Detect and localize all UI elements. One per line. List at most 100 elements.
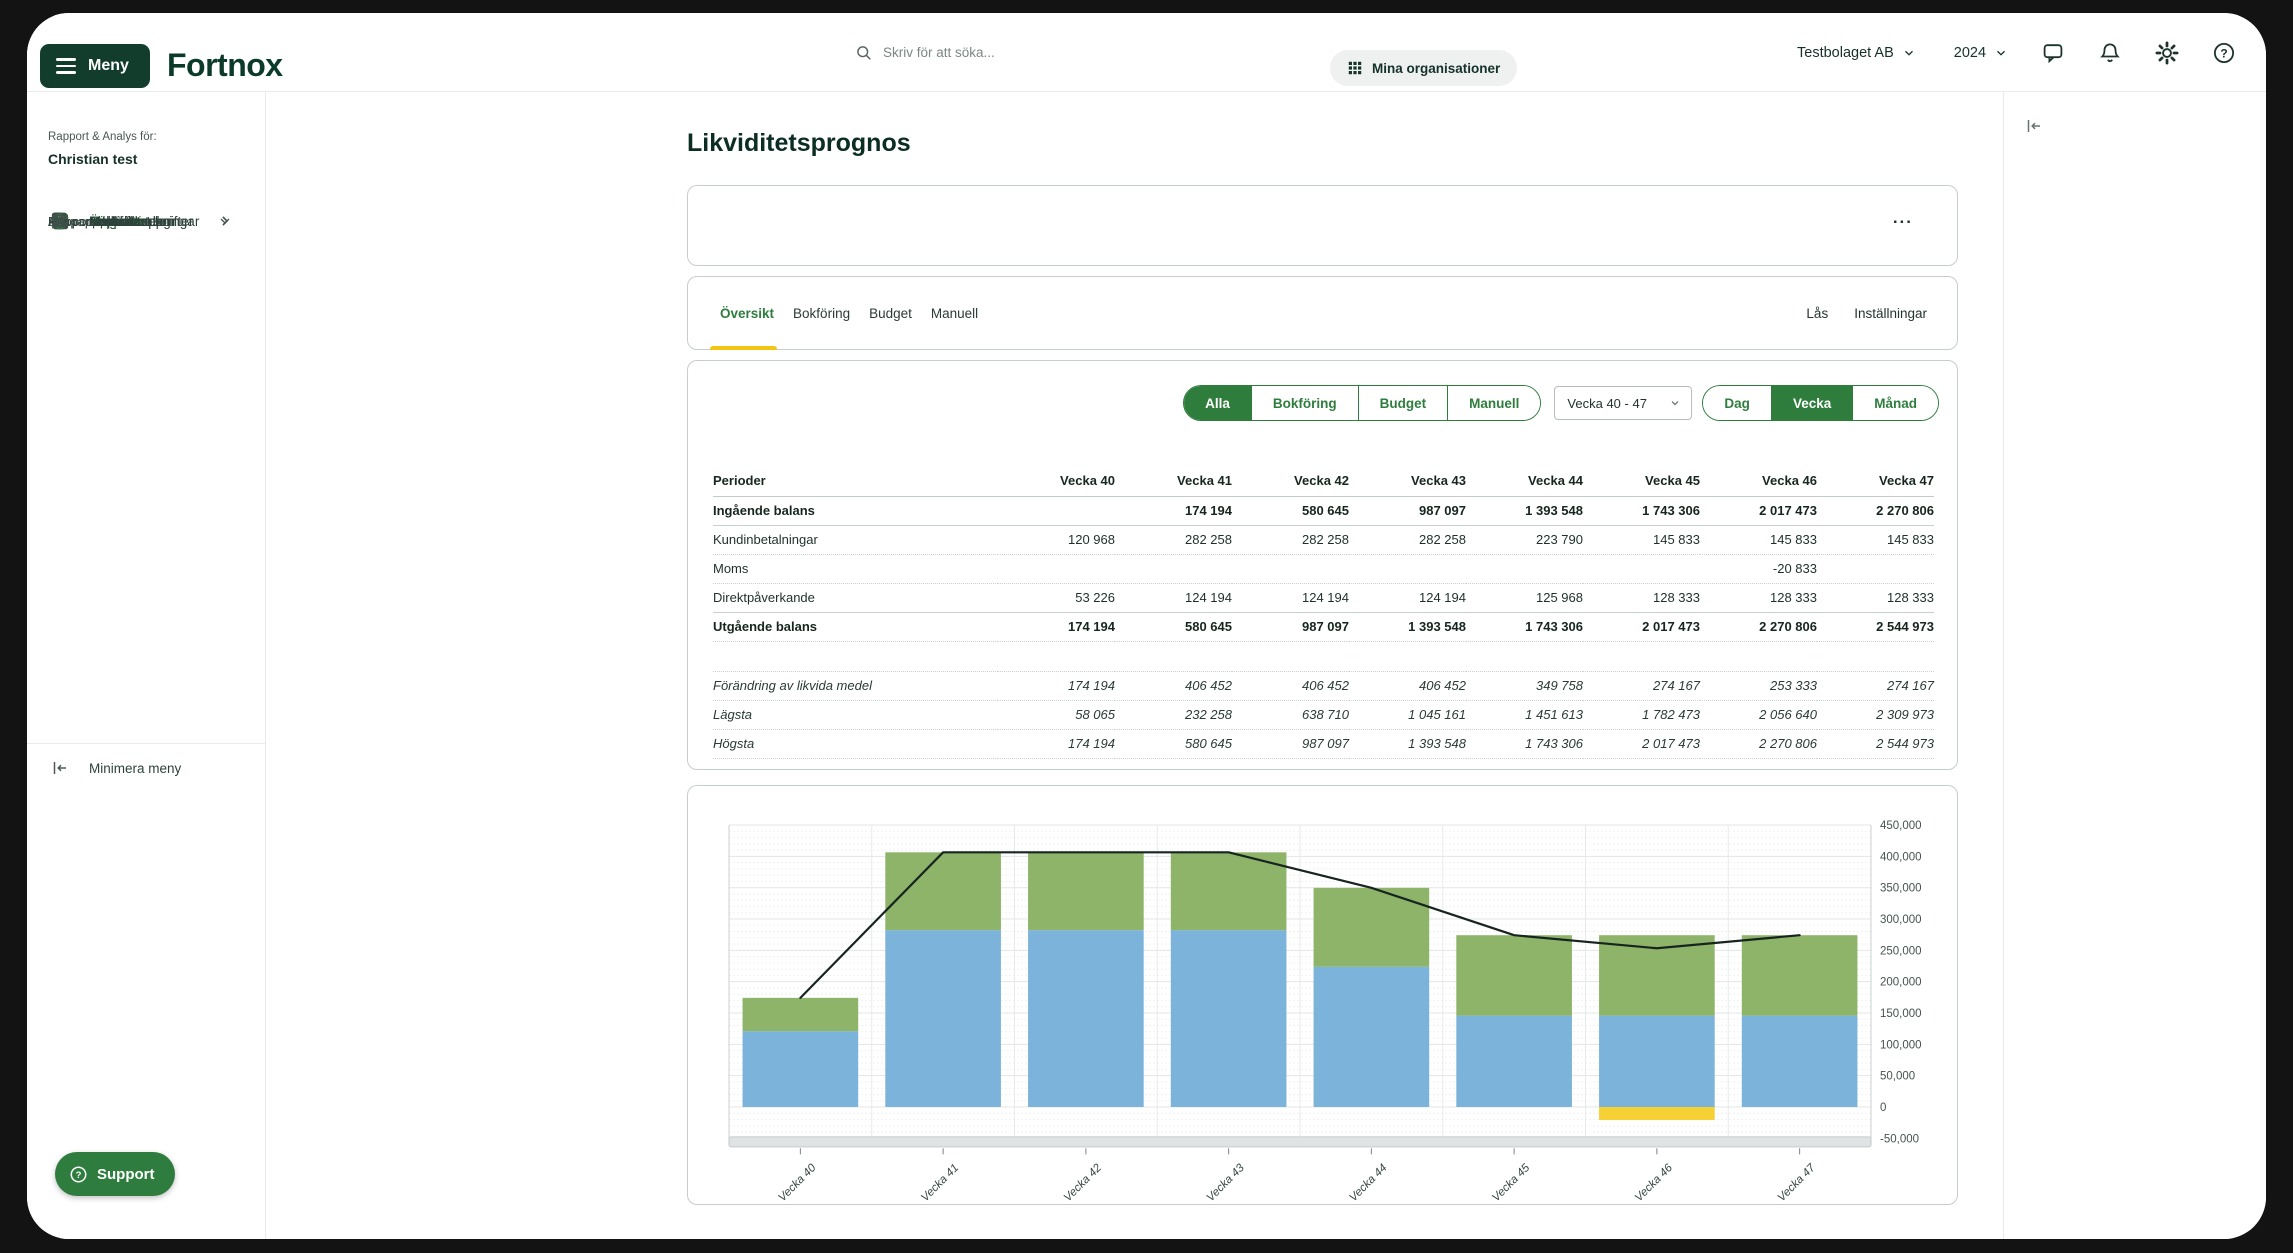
chat-icon[interactable]: [2041, 41, 2065, 65]
app-window: Meny Fortnox Mina organisationer: [27, 13, 2266, 1239]
granularity-toggle-dag[interactable]: Dag: [1703, 386, 1771, 420]
source-toggle-bokf-ring[interactable]: Bokföring: [1250, 386, 1358, 420]
row-value: 2 270 806: [1700, 729, 1817, 759]
period-select[interactable]: Vecka 40 - 47: [1554, 386, 1693, 420]
sidebar-subitem-rapport-versikt[interactable]: Rapportöversikt: [27, 206, 266, 236]
row-value: 58 065: [998, 700, 1115, 730]
table-column-header: Vecka 42: [1232, 466, 1349, 497]
bar-kundinbetalningar-vecka-45: [1456, 1015, 1572, 1107]
tab-manuell[interactable]: Manuell: [930, 305, 979, 321]
bar-kundinbetalningar-vecka-40: [742, 1031, 859, 1107]
row-value: 174 194: [1115, 496, 1232, 526]
sidebar-item-label: Rapportöversikt: [48, 213, 140, 229]
bar-moms-vecka-46: [1599, 1107, 1715, 1121]
y-tick-label: 450,000: [1880, 820, 1922, 832]
row-value: 53 226: [998, 583, 1115, 613]
row-value: [1232, 641, 1349, 672]
bar-kundinbetalningar-vecka-46: [1599, 1015, 1715, 1107]
row-value: 1 782 473: [1583, 700, 1700, 730]
gear-icon[interactable]: [2155, 41, 2179, 65]
more-options-button[interactable]: ...: [1892, 208, 1913, 227]
grid-icon: [1347, 60, 1363, 76]
row-value: 253 333: [1700, 671, 1817, 701]
chart-card: Vecka 40 Vecka 41 Vecka 42 Vecka 43 Vecka 44…: [687, 785, 1958, 1205]
sidebar-item-minimera-meny[interactable]: Minimera meny: [27, 753, 266, 783]
tab-versikt[interactable]: Översikt: [720, 305, 775, 321]
table-column-header: Vecka 43: [1349, 466, 1466, 497]
sidebar-item-mallbibliotek[interactable]: Mallbibliotek: [27, 206, 266, 236]
line-f-r-ndring-av-likvida-medel: [799, 851, 1801, 999]
table-row-direktp-verkande: Direktpåverkande 53 226 124 194 124 194 124 …: [713, 583, 1934, 613]
row-value: 1 393 548: [1466, 496, 1583, 526]
row-value: [1115, 641, 1232, 672]
table-row-ing-ende-balans: Ingående balans 174 194 580 645 987 097 1 39…: [713, 496, 1934, 526]
granularity-toggle-m-nad[interactable]: Månad: [1852, 386, 1938, 420]
search-input[interactable]: [883, 45, 1183, 60]
y-tick-label: 250,000: [1880, 945, 1922, 957]
row-value: [1349, 554, 1466, 584]
row-value: 1 743 306: [1466, 729, 1583, 759]
chart-horizontal-scrollbar[interactable]: [728, 1136, 1872, 1148]
row-value: 2 017 473: [1583, 729, 1700, 759]
row-value: 128 333: [1583, 583, 1700, 613]
bar-direktp-verkande-vecka-41: [885, 852, 1001, 931]
sidebar-item-label: Rapportmallar: [48, 213, 130, 229]
fortnox-logo[interactable]: Fortnox: [167, 47, 283, 83]
row-value: 223 790: [1466, 525, 1583, 555]
chevron-down-icon: [1997, 50, 2005, 56]
table-column-header: Vecka 45: [1583, 466, 1700, 497]
bar-kundinbetalningar-vecka-42: [1028, 930, 1144, 1107]
liquidity-chart: Vecka 40 Vecka 41 Vecka 42 Vecka 43 Vecka 44…: [728, 820, 1922, 1204]
row-value: 2 270 806: [1817, 496, 1934, 526]
sidebar-item-label: Meddelanden: [89, 213, 171, 229]
source-toggle-budget[interactable]: Budget: [1357, 386, 1448, 420]
year-selector[interactable]: 2024: [1954, 45, 2008, 61]
bell-icon[interactable]: [2098, 41, 2122, 65]
bar-kundinbetalningar-vecka-43: [1170, 930, 1287, 1107]
my-organisations-button[interactable]: Mina organisationer: [1330, 50, 1518, 86]
sidebar-item-administration[interactable]: Administration: [27, 206, 266, 236]
x-tick-label: Vecka 43: [1205, 1162, 1248, 1204]
menu-button[interactable]: Meny: [40, 44, 150, 88]
row-label: Kundinbetalningar: [713, 525, 998, 555]
row-label: Förändring av likvida medel: [713, 671, 998, 701]
collapse-left-icon: [50, 758, 70, 778]
row-value: [1817, 641, 1934, 672]
row-value: [998, 641, 1115, 672]
row-label: Moms: [713, 554, 998, 584]
row-value: 124 194: [1232, 583, 1349, 613]
row-value: 2 270 806: [1700, 612, 1817, 642]
table-row-moms: Moms -20 833: [713, 554, 1934, 584]
row-value: [1349, 641, 1466, 672]
sidebar-subitem-rapportmallar[interactable]: Rapportmallar: [27, 206, 266, 236]
source-toggle-manuell[interactable]: Manuell: [1447, 386, 1541, 420]
y-tick-label: 200,000: [1880, 977, 1922, 989]
bar-direktp-verkande-vecka-43: [1170, 852, 1287, 931]
row-value: 174 194: [998, 671, 1115, 701]
row-value: 580 645: [1232, 496, 1349, 526]
x-tick-label: Vecka 41: [919, 1162, 961, 1204]
support-button[interactable]: ? Support: [55, 1152, 175, 1196]
y-tick-label: 350,000: [1880, 883, 1922, 895]
company-name: Testbolaget AB: [1797, 44, 1894, 61]
sidebar-item-label: Administration: [89, 213, 175, 229]
tab-budget[interactable]: Budget: [869, 305, 912, 321]
granularity-toggle-vecka[interactable]: Vecka: [1770, 386, 1853, 420]
help-icon[interactable]: ?: [2212, 41, 2236, 65]
tab-bokf-ring[interactable]: Bokföring: [793, 305, 851, 321]
row-value: [1583, 641, 1700, 672]
table-spacer-row: [713, 641, 1934, 672]
sidebar-item-label: Mina anteckningar: [89, 213, 200, 229]
x-tick-label: Vecka 40: [776, 1162, 819, 1204]
sidebar-subitem-skapa-rapport[interactable]: Skapa rapport: [27, 206, 266, 236]
y-tick-label: 150,000: [1880, 1008, 1922, 1020]
y-tick-label: 100,000: [1880, 1039, 1922, 1051]
company-selector[interactable]: Testbolaget AB: [1797, 45, 1916, 61]
source-toggle-alla[interactable]: Alla: [1184, 386, 1251, 420]
action-inst-llningar[interactable]: Inställningar: [1854, 305, 1927, 321]
collapse-left-icon[interactable]: [2024, 116, 2044, 136]
row-value: 1 743 306: [1466, 612, 1583, 642]
action-l-s[interactable]: Lås: [1806, 305, 1829, 321]
table-column-header: Vecka 40: [998, 466, 1115, 497]
